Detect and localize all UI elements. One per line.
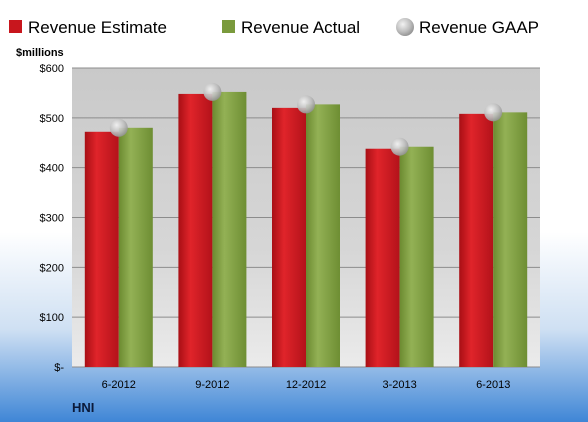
gaap-markers [109,82,503,156]
ticker-label: HNI [72,400,94,415]
bar-revenue-estimate [178,93,213,367]
legend-swatch-estimate [9,20,22,33]
x-tick-label: 3-2013 [382,379,416,391]
x-axis-tick-labels: 6-2012 9-2012 12-2012 3-2013 6-2013 [102,379,511,391]
y-tick-label: $400 [40,163,64,175]
bar-revenue-estimate [459,113,494,367]
legend-swatch-gaap-icon [396,18,414,36]
marker-revenue-gaap [390,137,409,156]
y-tick-label: $500 [40,113,64,125]
x-tick-label: 6-2012 [102,379,136,391]
legend-label-actual: Revenue Actual [241,18,360,37]
bar-revenue-actual [118,127,153,367]
y-tick-label: $300 [40,213,64,225]
y-axis-tick-labels: $- $100 $200 $300 $400 $500 $600 [40,63,65,374]
x-tick-label: 6-2013 [476,379,510,391]
bars [84,91,528,368]
legend-label-gaap: Revenue GAAP [419,18,539,37]
bar-revenue-estimate [272,107,306,367]
bar-revenue-actual [493,112,528,367]
y-axis-unit-label: $millions [16,47,64,59]
y-tick-label: $600 [40,63,64,75]
bar-revenue-actual [212,91,247,368]
bar-revenue-estimate [365,148,400,367]
bar-revenue-actual [399,146,434,367]
y-tick-label: $- [54,362,64,374]
marker-revenue-gaap [297,95,315,114]
legend: Revenue Estimate Revenue Actual Revenue … [9,18,539,37]
marker-revenue-gaap [109,118,128,137]
marker-revenue-gaap [203,82,222,101]
x-tick-label: 9-2012 [195,379,229,391]
bar-revenue-actual [306,104,340,368]
x-tick-label: 12-2012 [286,379,326,391]
bar-revenue-estimate [84,131,119,367]
marker-revenue-gaap [484,103,503,122]
legend-swatch-actual [222,20,235,33]
y-tick-label: $200 [40,262,64,274]
legend-label-estimate: Revenue Estimate [28,18,167,37]
y-tick-label: $100 [40,312,64,324]
